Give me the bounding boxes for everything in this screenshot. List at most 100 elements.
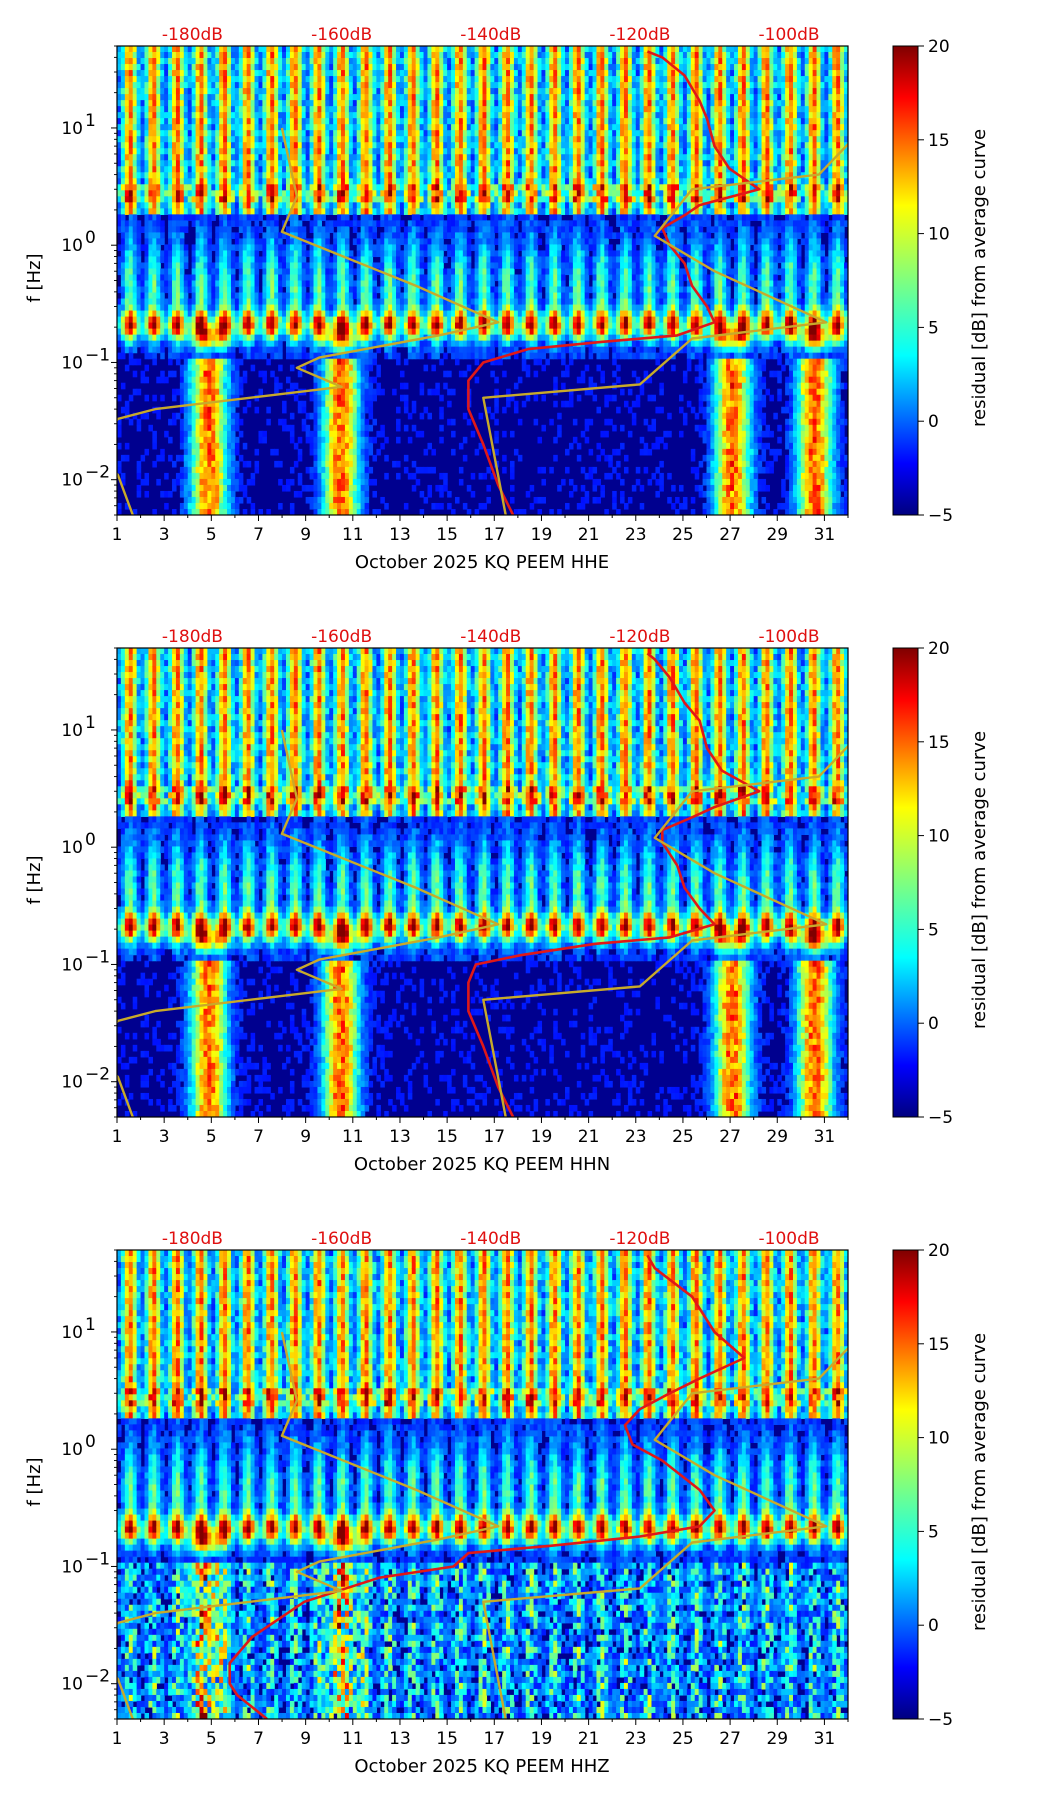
x-tick-label: 27 bbox=[719, 1729, 741, 1749]
y-tick-label: 10 bbox=[61, 1073, 83, 1093]
y-tick-label: 10 bbox=[61, 1440, 83, 1460]
x-tick-label: 31 bbox=[814, 1729, 836, 1749]
colorbar-tick-label: 20 bbox=[928, 37, 950, 57]
x-tick-label: 29 bbox=[766, 525, 788, 545]
colorbar-title: residual [dB] from average curve bbox=[969, 129, 990, 427]
y-axis-title: f [Hz] bbox=[24, 1457, 45, 1506]
x-tick-label: 13 bbox=[389, 1127, 411, 1147]
station-noise-curve bbox=[228, 1254, 746, 1719]
y-tick-label: 10 bbox=[61, 955, 83, 975]
colorbar-title: residual [dB] from average curve bbox=[969, 1333, 990, 1631]
x-tick-label: 19 bbox=[531, 1729, 553, 1749]
x-tick-label: 23 bbox=[625, 1729, 647, 1749]
x-tick-label: 17 bbox=[483, 525, 505, 545]
station-noise-curve bbox=[467, 652, 761, 1117]
db-scale-label: -160dB bbox=[311, 25, 372, 45]
curve-overlay bbox=[117, 50, 848, 515]
y-tick-label: 10 bbox=[61, 1323, 83, 1343]
db-scale-label: -100dB bbox=[759, 1229, 820, 1249]
x-tick-label: 1 bbox=[112, 1729, 123, 1749]
db-scale-label: -140dB bbox=[460, 627, 521, 647]
x-tick-label: 13 bbox=[389, 1729, 411, 1749]
x-tick-label: 5 bbox=[206, 1127, 217, 1147]
db-scale-label: -100dB bbox=[759, 627, 820, 647]
y-tick-exponent: −2 bbox=[85, 463, 110, 483]
x-tick-label: 9 bbox=[300, 1127, 311, 1147]
x-tick-label: 21 bbox=[578, 525, 600, 545]
x-axis-title: October 2025 KQ PEEM HHN bbox=[354, 1154, 610, 1175]
y-tick-label: 10 bbox=[61, 471, 83, 491]
x-tick-label: 11 bbox=[342, 1127, 364, 1147]
y-tick-label: 10 bbox=[61, 838, 83, 858]
reference-model-curve bbox=[482, 744, 848, 1117]
db-scale-label: -120dB bbox=[609, 25, 670, 45]
db-scale-label: -180dB bbox=[162, 25, 223, 45]
y-tick-label: 10 bbox=[61, 1557, 83, 1577]
db-scale-label: -140dB bbox=[460, 25, 521, 45]
x-tick-label: 23 bbox=[625, 525, 647, 545]
x-tick-label: 19 bbox=[531, 1127, 553, 1147]
db-scale-label: -100dB bbox=[759, 25, 820, 45]
x-tick-label: 1 bbox=[112, 1127, 123, 1147]
x-axis-title: October 2025 KQ PEEM HHZ bbox=[354, 1756, 609, 1777]
x-tick-label: 13 bbox=[389, 525, 411, 545]
reference-model-curve bbox=[117, 729, 500, 1117]
colorbar bbox=[892, 647, 919, 1118]
y-tick-exponent: 0 bbox=[85, 830, 96, 850]
y-tick-label: 10 bbox=[61, 236, 83, 256]
spectrogram-image bbox=[117, 1250, 848, 1719]
spectrogram-image bbox=[117, 648, 848, 1117]
reference-model-curve bbox=[482, 142, 848, 515]
x-tick-label: 11 bbox=[342, 1729, 364, 1749]
x-tick-label: 9 bbox=[300, 1729, 311, 1749]
colorbar-tick-label: 20 bbox=[928, 1241, 950, 1261]
y-tick-exponent: −1 bbox=[85, 345, 110, 365]
x-tick-label: 29 bbox=[766, 1729, 788, 1749]
db-scale-label: -180dB bbox=[162, 627, 223, 647]
x-tick-label: 15 bbox=[436, 1729, 458, 1749]
y-tick-exponent: −1 bbox=[85, 1549, 110, 1569]
colorbar bbox=[892, 1249, 919, 1720]
x-tick-label: 15 bbox=[436, 1127, 458, 1147]
y-tick-exponent: −2 bbox=[85, 1667, 110, 1687]
colorbar-tick-label: 10 bbox=[928, 1429, 950, 1449]
x-tick-label: 3 bbox=[159, 1127, 170, 1147]
x-tick-label: 3 bbox=[159, 1729, 170, 1749]
colorbar-tick-label: −5 bbox=[928, 1108, 953, 1128]
x-tick-label: 11 bbox=[342, 525, 364, 545]
y-tick-exponent: 0 bbox=[85, 228, 96, 248]
colorbar-tick-label: −5 bbox=[928, 1710, 953, 1730]
x-tick-label: 7 bbox=[253, 1127, 264, 1147]
x-tick-label: 15 bbox=[436, 525, 458, 545]
db-scale-label: -160dB bbox=[311, 627, 372, 647]
colorbar-tick-label: 10 bbox=[928, 225, 950, 245]
db-scale-label: -140dB bbox=[460, 1229, 521, 1249]
y-tick-label: 10 bbox=[61, 119, 83, 139]
curve-overlay bbox=[117, 652, 848, 1117]
x-tick-label: 25 bbox=[672, 1729, 694, 1749]
y-tick-exponent: 1 bbox=[85, 1315, 96, 1335]
colorbar-tick-label: 0 bbox=[928, 1014, 939, 1034]
x-tick-label: 31 bbox=[814, 1127, 836, 1147]
x-tick-label: 21 bbox=[578, 1127, 600, 1147]
x-tick-label: 29 bbox=[766, 1127, 788, 1147]
x-axis-title: October 2025 KQ PEEM HHE bbox=[355, 552, 609, 573]
x-tick-label: 7 bbox=[253, 1729, 264, 1749]
curve-overlay bbox=[117, 1254, 848, 1719]
db-scale-label: -120dB bbox=[609, 1229, 670, 1249]
colorbar-tick-label: 15 bbox=[928, 1335, 950, 1355]
colorbar-tick-label: 10 bbox=[928, 827, 950, 847]
y-axis-title: f [Hz] bbox=[24, 253, 45, 302]
colorbar-tick-label: 0 bbox=[928, 1616, 939, 1636]
colorbar-tick-label: 5 bbox=[928, 318, 939, 338]
x-tick-label: 17 bbox=[483, 1729, 505, 1749]
reference-model-curve bbox=[117, 1331, 500, 1719]
colorbar-tick-label: 5 bbox=[928, 1522, 939, 1542]
y-tick-label: 10 bbox=[61, 353, 83, 373]
x-tick-label: 7 bbox=[253, 525, 264, 545]
y-tick-label: 10 bbox=[61, 721, 83, 741]
x-tick-label: 27 bbox=[719, 525, 741, 545]
x-tick-label: 27 bbox=[719, 1127, 741, 1147]
colorbar-tick-label: −5 bbox=[928, 506, 953, 526]
